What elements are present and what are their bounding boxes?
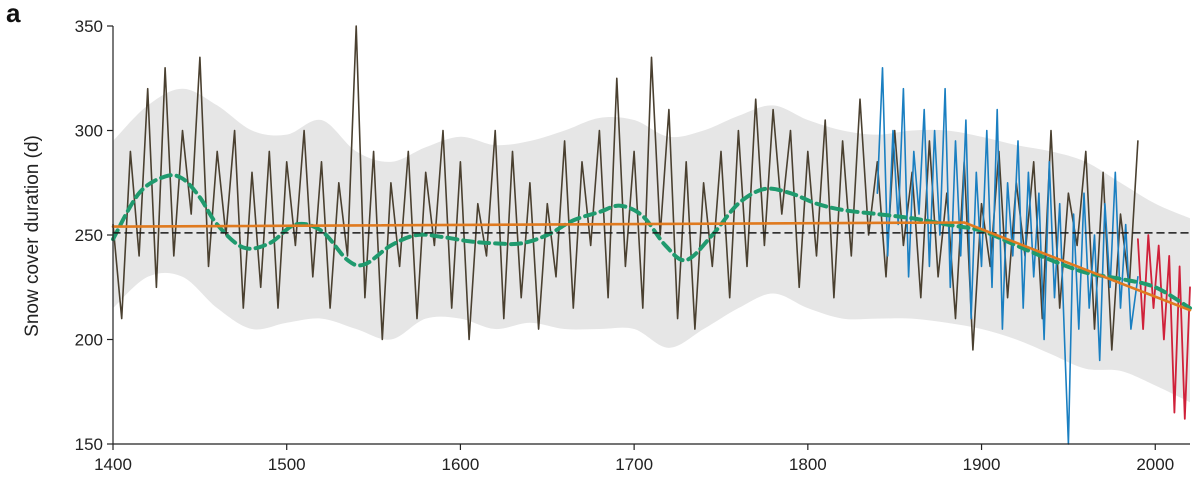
axes-layer: 150 200 250 300 350 1400 1500 1600 1700 1800 1900 2… <box>75 17 1190 474</box>
y-tick-label: 350 <box>75 17 103 36</box>
y-axis-title: Snow cover duration (d) <box>22 135 43 337</box>
x-tick-label: 1700 <box>615 455 653 474</box>
trend-line <box>111 221 1192 312</box>
x-tick-label: 1400 <box>94 455 132 474</box>
y-tick-label: 150 <box>75 435 103 454</box>
smooth-line <box>111 173 1192 311</box>
blue-series-line <box>876 67 1139 445</box>
y-tick-label: 200 <box>75 331 103 350</box>
series-layer <box>111 25 1192 445</box>
panel-label: a <box>6 0 21 28</box>
x-tick-label: 1500 <box>268 455 306 474</box>
y-tick-label: 250 <box>75 226 103 245</box>
x-tick-label: 1600 <box>442 455 480 474</box>
x-tick-label: 1800 <box>789 455 827 474</box>
red-series-line <box>1137 234 1191 420</box>
y-tick-label: 300 <box>75 122 103 141</box>
x-tick-label: 2000 <box>1136 455 1174 474</box>
x-tick-label: 1900 <box>963 455 1001 474</box>
